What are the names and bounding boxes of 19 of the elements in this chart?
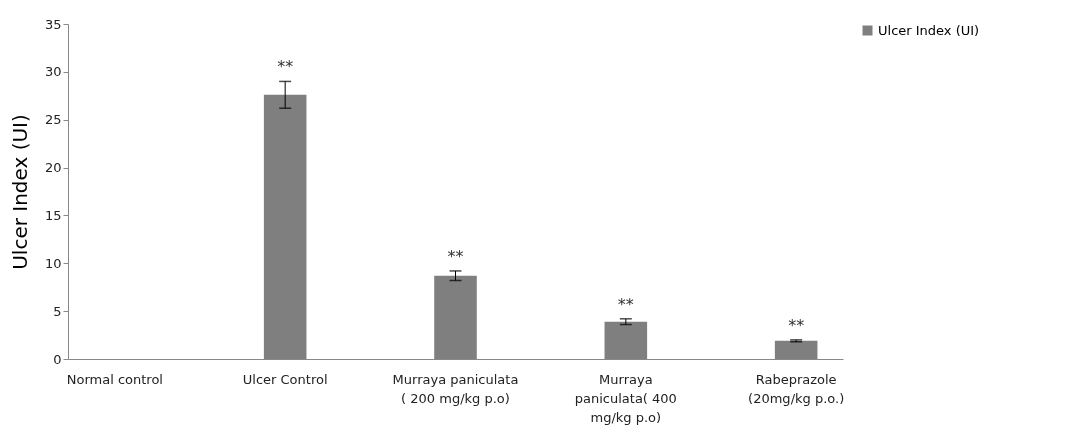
- y-tick-label: 20: [44, 160, 62, 176]
- annotation: **: [447, 246, 464, 266]
- y-tick-label: 10: [44, 255, 62, 271]
- annotation: **: [617, 294, 634, 314]
- x-tick-label: Murraya paniculata ( 200 mg/kg p.o): [392, 371, 519, 406]
- annotation: **: [277, 57, 294, 77]
- x-tick-label: Murraya paniculata( 400 mg/kg p.o): [574, 371, 677, 425]
- y-tick-label: 0: [53, 351, 62, 367]
- annotation: **: [788, 315, 805, 335]
- x-tick-label: Normal control: [66, 371, 163, 387]
- y-axis-title: Ulcer Index (UI): [7, 114, 32, 270]
- x-tick-label: Ulcer Control: [242, 371, 328, 387]
- y-tick-label: 5: [53, 303, 62, 319]
- y-tick-label: 35: [44, 16, 62, 32]
- y-tick-label: 15: [44, 207, 62, 223]
- x-tick-label: Rabeprazole (20mg/kg p.o.): [748, 371, 845, 406]
- y-tick-label: 25: [44, 112, 62, 128]
- y-tick-label: 30: [44, 64, 62, 80]
- legend-label: Ulcer Index (UI): [878, 22, 980, 38]
